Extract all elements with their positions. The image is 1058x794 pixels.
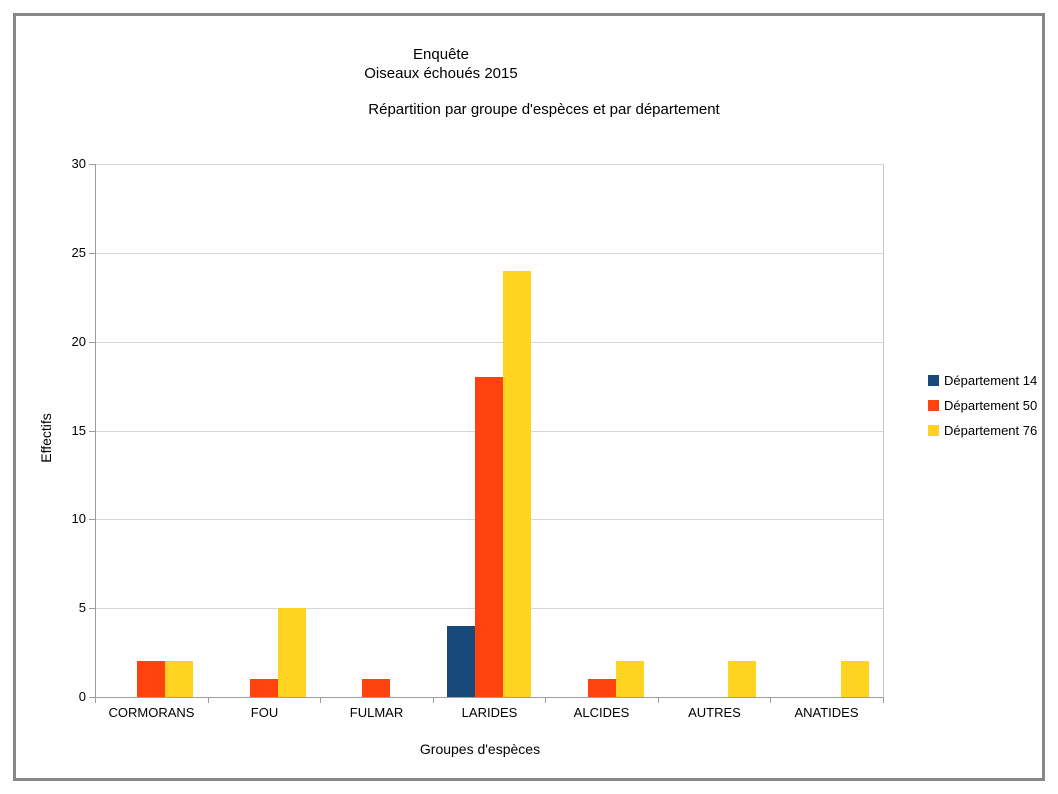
category-label: FOU (250, 705, 279, 720)
chart-title-line2: Oiseaux échoués 2015 (364, 65, 518, 82)
y-axis-tick (89, 431, 95, 432)
legend-item: Département 50 (928, 393, 1037, 418)
plot-right-border (883, 164, 884, 697)
bar-département-50 (250, 679, 278, 697)
legend-label: Département 14 (944, 373, 1038, 388)
gridline (95, 342, 883, 343)
x-axis-title: Groupes d'espèces (419, 741, 541, 757)
chart-subtitle: Répartition par groupe d'espèces et par … (368, 101, 720, 118)
y-tick-label: 15 (71, 423, 86, 438)
legend-label: Département 50 (944, 398, 1038, 413)
category-label: CORMORANS (108, 705, 195, 720)
y-tick-label: 30 (71, 156, 86, 171)
bar-département-76 (278, 608, 306, 697)
y-axis-tick (89, 253, 95, 254)
y-axis-tick (89, 697, 95, 698)
category-label: ANATIDES (794, 705, 859, 720)
category-label: AUTRES (688, 705, 741, 720)
bar-département-50 (137, 661, 165, 697)
legend-item: Département 14 (928, 368, 1037, 393)
bar-département-76 (616, 661, 644, 697)
legend-label: Département 76 (944, 423, 1038, 438)
y-tick-label: 20 (71, 334, 86, 349)
bar-département-76 (503, 271, 531, 697)
x-axis-tick (883, 697, 884, 703)
bar-département-76 (165, 661, 193, 697)
y-axis-tick (89, 608, 95, 609)
x-axis-tick (208, 697, 209, 703)
bar-département-50 (475, 377, 503, 697)
category-label: LARIDES (461, 705, 518, 720)
x-axis-tick (545, 697, 546, 703)
y-tick-label: 0 (78, 689, 86, 704)
bar-département-76 (728, 661, 756, 697)
x-axis-line (95, 697, 884, 698)
y-axis-line (95, 164, 96, 703)
legend: Département 14 Département 50 Département … (928, 368, 1037, 443)
x-axis-tick (433, 697, 434, 703)
gridline (95, 253, 883, 254)
category-label: ALCIDES (573, 705, 630, 720)
y-tick-label: 10 (71, 511, 86, 526)
y-axis-tick (89, 164, 95, 165)
y-axis-tick (89, 342, 95, 343)
legend-swatch (928, 375, 939, 386)
x-axis-tick (658, 697, 659, 703)
bar-département-76 (841, 661, 869, 697)
bar-département-50 (362, 679, 390, 697)
y-axis-tick (89, 519, 95, 520)
bar-département-50 (588, 679, 616, 697)
chart-title: Enquête Oiseaux échoués 2015 (0, 45, 882, 83)
y-tick-label: 5 (78, 600, 86, 615)
category-label: FULMAR (349, 705, 404, 720)
page-border (13, 13, 1045, 781)
legend-swatch (928, 400, 939, 411)
bar-département-14 (447, 626, 475, 697)
x-axis-tick (770, 697, 771, 703)
legend-item: Département 76 (928, 418, 1037, 443)
y-tick-label: 25 (71, 245, 86, 260)
legend-swatch (928, 425, 939, 436)
chart-title-line1: Enquête (413, 46, 469, 63)
x-axis-tick (320, 697, 321, 703)
gridline (95, 164, 883, 165)
